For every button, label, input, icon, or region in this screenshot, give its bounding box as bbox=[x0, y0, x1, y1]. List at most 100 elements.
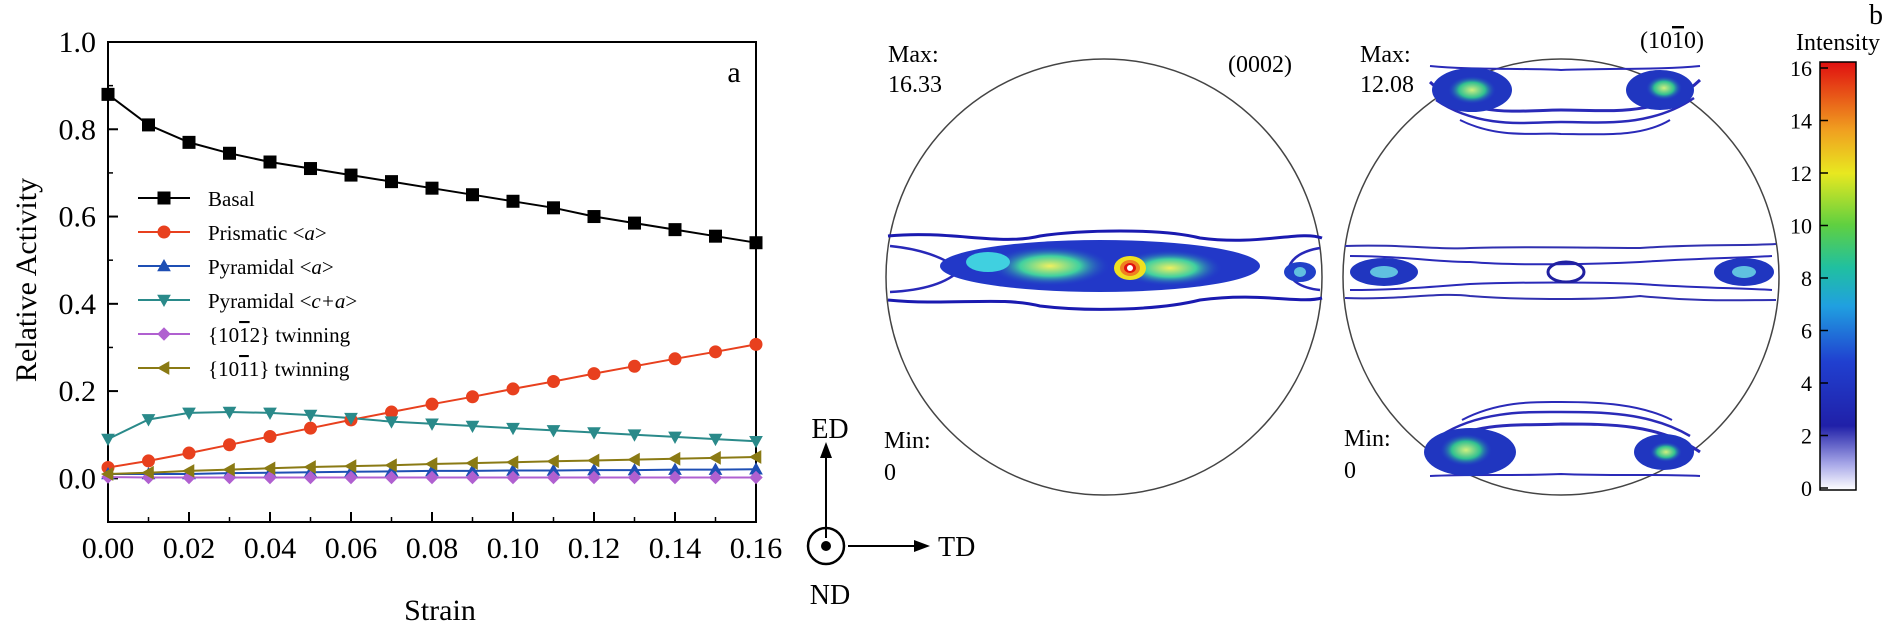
data-point bbox=[547, 201, 560, 215]
plane-label-overbar: 1 bbox=[1672, 28, 1684, 54]
colorbar-title: Intensity bbox=[1796, 30, 1880, 56]
pole-figure-0002: Max: 16.33 (0002) Min: 0 bbox=[884, 42, 1323, 496]
data-point bbox=[506, 422, 520, 436]
min-value: 0 bbox=[884, 460, 896, 486]
pole-figure-circle bbox=[1342, 58, 1780, 496]
data-point bbox=[263, 470, 277, 485]
data-point bbox=[263, 407, 277, 420]
x-tick-label: 0.10 bbox=[487, 532, 540, 565]
ed-label: ED bbox=[811, 414, 848, 445]
intensity-colorbar: 0 2 4 6 8 10 12 14 16 Intensity b bbox=[1790, 0, 1883, 501]
td-label: TD bbox=[938, 532, 975, 563]
min-label: Min: bbox=[884, 428, 931, 454]
y-tick-label: 1.0 bbox=[59, 26, 97, 59]
data-point bbox=[546, 425, 561, 438]
data-point bbox=[465, 420, 480, 434]
data-point bbox=[303, 460, 316, 474]
colorbar-tick-label: 14 bbox=[1790, 109, 1812, 134]
data-point bbox=[223, 438, 236, 452]
max-label: Max: bbox=[1360, 42, 1411, 68]
pole-figure-circle bbox=[885, 58, 1323, 496]
max-value: 16.33 bbox=[888, 72, 942, 98]
colorbar-gradient bbox=[1819, 61, 1857, 491]
data-point bbox=[384, 458, 397, 473]
legend-swatch-marker bbox=[157, 191, 171, 205]
min-value: 0 bbox=[1344, 458, 1356, 484]
data-point bbox=[385, 405, 398, 419]
data-point bbox=[466, 390, 479, 404]
x-tick-label: 0.16 bbox=[730, 532, 783, 565]
data-point bbox=[142, 454, 155, 468]
data-point bbox=[668, 223, 682, 237]
data-point bbox=[627, 429, 642, 442]
pole-figure-10-10: Max: 12.08 (1010) Min: 0 bbox=[1342, 28, 1780, 496]
data-point bbox=[181, 464, 195, 478]
nd-dot bbox=[821, 541, 831, 551]
data-point bbox=[547, 374, 560, 388]
legend-entry: Pyramidal <c+a> bbox=[208, 289, 357, 313]
x-tick-label: 0.06 bbox=[325, 532, 378, 565]
data-point bbox=[222, 406, 237, 420]
legend-entry: Basal bbox=[208, 187, 255, 211]
data-point bbox=[344, 168, 358, 182]
panel-label-a: a bbox=[727, 56, 740, 89]
data-point bbox=[546, 470, 561, 485]
data-point bbox=[668, 352, 682, 366]
plane-label-suffix: 0) bbox=[1684, 28, 1704, 54]
plane-label: (0002) bbox=[1228, 52, 1292, 78]
panel-label-b: b bbox=[1869, 0, 1883, 31]
td-arrowhead bbox=[914, 540, 930, 552]
data-point bbox=[667, 451, 681, 466]
x-axis-label: Strain bbox=[404, 594, 476, 627]
data-point bbox=[101, 433, 115, 447]
data-point bbox=[465, 456, 478, 470]
colorbar-ticks: 0 2 4 6 8 10 12 14 16 bbox=[1790, 56, 1828, 501]
min-label: Min: bbox=[1344, 426, 1391, 452]
data-point bbox=[708, 451, 721, 465]
colorbar-tick-label: 16 bbox=[1790, 56, 1812, 81]
data-point bbox=[587, 367, 601, 381]
data-point bbox=[506, 470, 520, 485]
data-point bbox=[749, 236, 763, 250]
x-tick-label: 0.04 bbox=[244, 532, 297, 565]
y-tick-label: 0.2 bbox=[59, 375, 97, 408]
data-point bbox=[749, 470, 763, 485]
data-point bbox=[586, 453, 600, 468]
data-point bbox=[263, 155, 277, 169]
data-point bbox=[100, 467, 114, 481]
series-line bbox=[107, 93, 757, 244]
data-point bbox=[587, 427, 601, 440]
data-point bbox=[303, 409, 318, 423]
legend-swatch-marker bbox=[157, 327, 171, 341]
legend-swatch-marker bbox=[157, 225, 171, 239]
data-point bbox=[749, 435, 763, 449]
x-tick-label: 0.00 bbox=[82, 532, 135, 565]
data-point bbox=[587, 210, 601, 224]
line-chart-panel: 0.00 0.02 0.04 0.06 0.08 0.10 0.12 0.14 0.16 0.0… bbox=[10, 26, 782, 627]
svg-text:(1010): (1010) bbox=[1640, 28, 1704, 54]
colorbar-tick-label: 10 bbox=[1790, 214, 1812, 239]
data-point bbox=[344, 470, 358, 485]
legend-entry: Prismatic <a> bbox=[208, 221, 327, 245]
data-point bbox=[546, 454, 559, 469]
ed-arrowhead bbox=[820, 442, 832, 458]
data-point bbox=[465, 470, 480, 485]
data-point bbox=[425, 397, 439, 411]
data-point bbox=[141, 465, 154, 480]
data-point bbox=[628, 359, 641, 373]
data-point bbox=[709, 229, 722, 243]
plane-label-prefix: (10 bbox=[1640, 28, 1672, 54]
legend: Basal Prismatic <a> Pyramidal <a> Pyramidal… bbox=[138, 187, 357, 381]
colorbar-tick-label: 6 bbox=[1801, 319, 1812, 344]
series-markers bbox=[100, 87, 763, 485]
data-point bbox=[424, 457, 438, 471]
data-point bbox=[182, 446, 196, 460]
x-tick-label: 0.08 bbox=[406, 532, 459, 565]
max-label: Max: bbox=[888, 42, 939, 68]
x-tick-label: 0.12 bbox=[568, 532, 621, 565]
data-point bbox=[222, 462, 235, 477]
data-point bbox=[141, 414, 156, 427]
nd-out-of-plane-icon bbox=[806, 526, 846, 566]
data-point bbox=[506, 382, 520, 396]
